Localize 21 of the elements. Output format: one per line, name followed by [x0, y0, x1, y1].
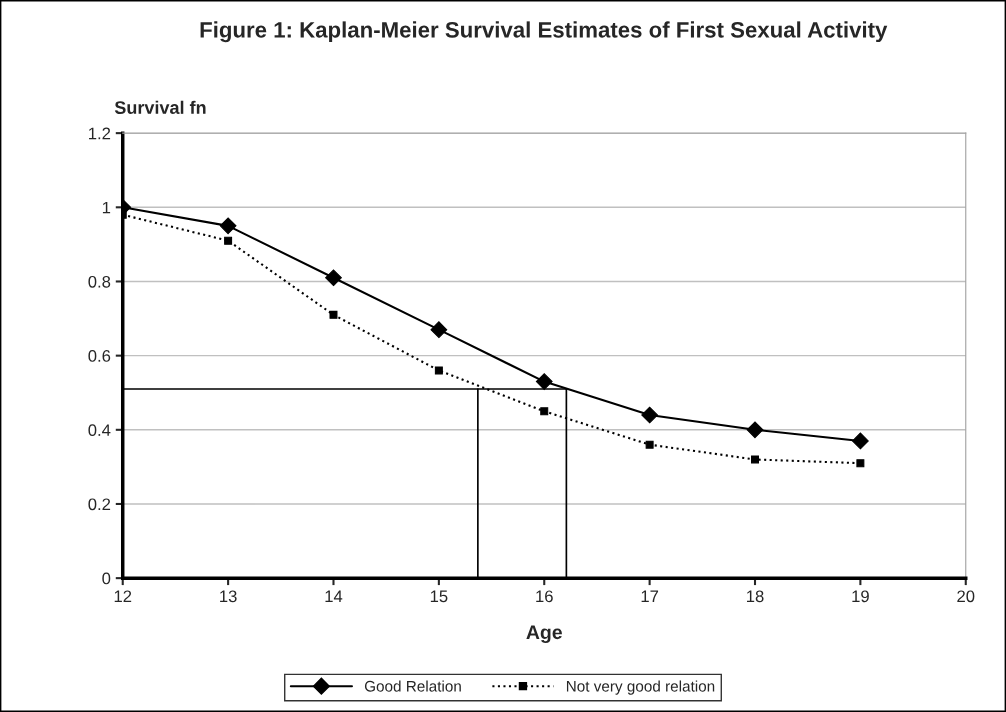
- y-tick-label: 0.8: [88, 275, 111, 288]
- x-tick-label: 15: [430, 590, 448, 603]
- chart-title: Figure 1: Kaplan-Meier Survival Estimates of First Sexual Activity: [200, 21, 888, 43]
- y-tick-label: 0.4: [88, 424, 111, 437]
- y-tick-label: 0: [102, 572, 111, 585]
- y-tick-label: 0.2: [88, 498, 111, 511]
- y-tick-label: 0.6: [88, 350, 111, 362]
- x-tick-label: 19: [852, 590, 869, 603]
- x-tick-label: 14: [325, 590, 343, 603]
- x-axis-title: Age: [526, 625, 562, 644]
- legend-label: Not very good relation: [566, 680, 715, 695]
- legend-label: Good Relation: [364, 680, 461, 692]
- x-tick-label: 18: [747, 590, 764, 603]
- y-tick-label: 1.2: [89, 127, 111, 140]
- y-axis-title: Survival fn: [114, 100, 206, 114]
- x-tick-label: 13: [220, 590, 237, 603]
- y-tick-label: 1: [102, 201, 111, 214]
- x-tick-label: 17: [641, 590, 659, 603]
- x-tick-label: 12: [114, 590, 132, 603]
- x-tick-label: 20: [957, 590, 975, 603]
- x-tick-label: 16: [536, 590, 553, 603]
